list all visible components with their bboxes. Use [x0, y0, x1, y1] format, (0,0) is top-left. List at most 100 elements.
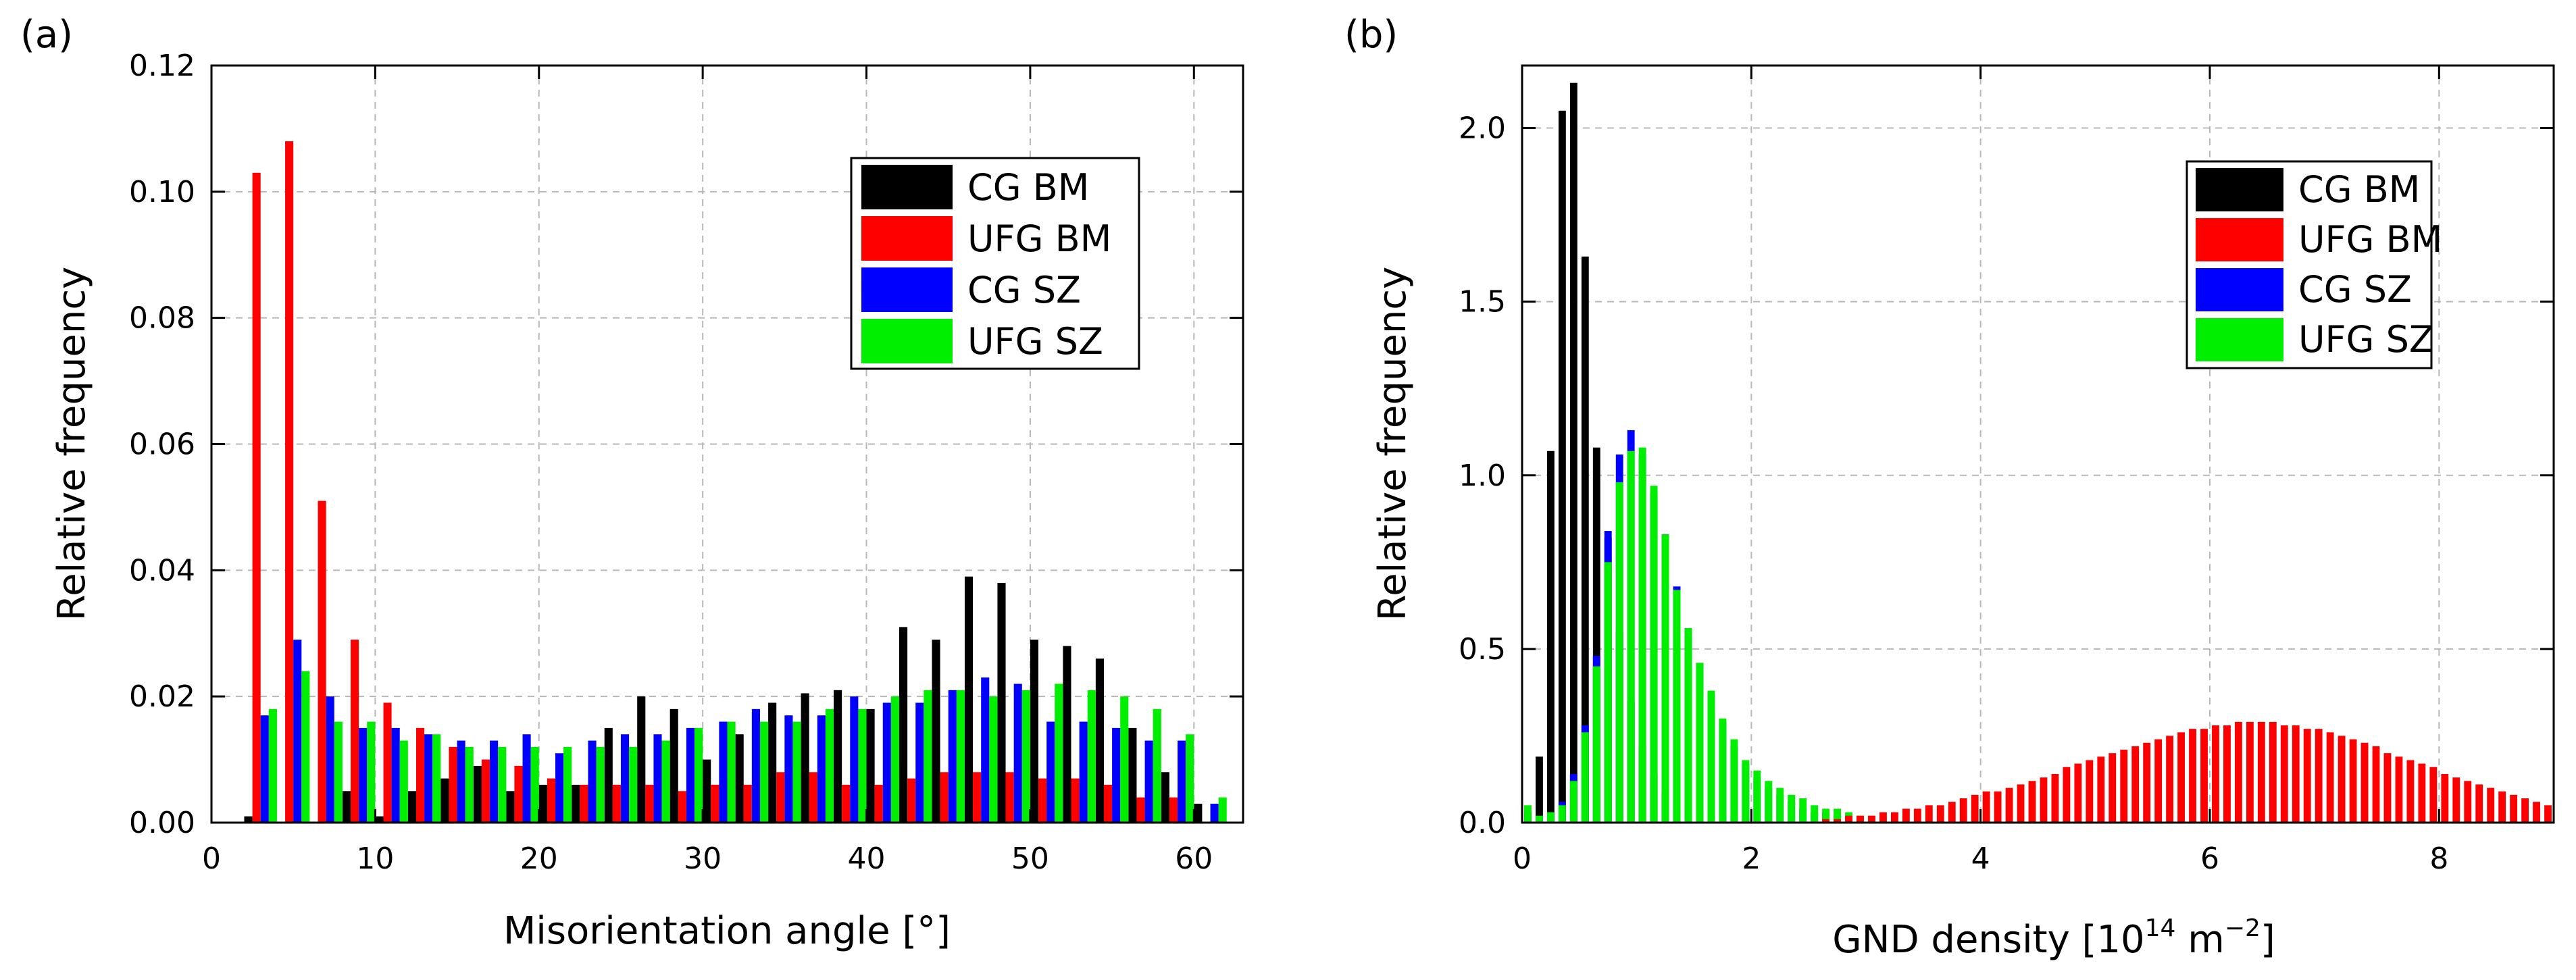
bar-a-cg-sz-7 — [326, 696, 334, 823]
bar-a-ufg-bm-49 — [1005, 772, 1014, 823]
bar-a-cg-sz-3 — [260, 715, 269, 823]
bar-b-cg-bm-6 — [1592, 447, 1600, 823]
bar-a-ufg-sz-13 — [432, 734, 441, 823]
bar-a-ufg-sz-11 — [399, 740, 408, 823]
bar-a-ufg-sz-55 — [1120, 696, 1129, 823]
bar-b-ufg-bm-40 — [2280, 725, 2288, 823]
y-tick-label-b: 2.0 — [1459, 111, 1506, 146]
bar-a-ufg-sz-31 — [727, 721, 736, 823]
bar-b-ufg-bm-45 — [2338, 736, 2346, 823]
bar-a-ufg-sz-37 — [825, 708, 834, 823]
bar-a-ufg-bm-35 — [776, 772, 785, 823]
bar-a-cg-bm-47 — [964, 576, 974, 823]
bar-a-ufg-bm-37 — [809, 772, 817, 823]
bar-b-ufg-sz-27 — [1834, 808, 1842, 823]
x-axis-label-b-part3: ] — [2261, 918, 2275, 962]
bar-b-ufg-sz-13 — [1673, 590, 1681, 823]
bar-a-ufg-sz-33 — [759, 721, 769, 823]
bar-a-ufg-bm-43 — [907, 778, 916, 823]
bar-a-cg-sz-49 — [1013, 684, 1022, 823]
bar-b-ufg-sz-20 — [1753, 770, 1761, 823]
bar-b-ufg-bm-2 — [1845, 815, 1852, 823]
bar-a-ufg-sz-5 — [301, 671, 310, 823]
bar-a-ufg-sz-7 — [334, 721, 343, 823]
x-tick-label-b: 0 — [1513, 842, 1532, 876]
bar-a-ufg-sz-51 — [1055, 684, 1063, 823]
bar-b-ufg-sz-16 — [1707, 690, 1715, 823]
bar-a-ufg-sz-15 — [465, 746, 474, 823]
bar-a-cg-bm-61 — [1194, 803, 1203, 823]
bar-a-ufg-bm-59 — [1169, 797, 1178, 823]
bar-b-ufg-bm-13 — [1971, 794, 1979, 823]
bar-a-ufg-bm-19 — [514, 765, 523, 823]
x-tick-label-a: 0 — [202, 842, 221, 876]
bar-b-ufg-sz-9 — [1627, 450, 1635, 823]
bar-a-cg-bm-59 — [1161, 772, 1169, 823]
bar-a-ufg-bm-11 — [383, 702, 392, 823]
bar-b-ufg-sz-19 — [1742, 760, 1750, 823]
bar-a-cg-bm-39 — [834, 690, 842, 823]
bar-b-ufg-bm-48 — [2372, 746, 2380, 823]
bar-b-cg-bm-4 — [1569, 82, 1577, 823]
bar-b-ufg-sz-11 — [1650, 486, 1658, 823]
bar-a-cg-bm-43 — [899, 627, 908, 823]
bar-b-ufg-sz-24 — [1799, 798, 1807, 823]
panel-label-a: (a) — [20, 13, 73, 57]
x-axis-label-b-sup1: 14 — [2145, 914, 2176, 942]
bar-a-cg-sz-45 — [948, 690, 957, 823]
bar-b-ufg-sz-7 — [1604, 562, 1612, 823]
legend-label-cg-sz: CG SZ — [967, 269, 1081, 311]
bar-a-cg-sz-61 — [1210, 803, 1219, 823]
ticks-a: 0 10 20 30 40 50 60 0.00 0.02 0.04 0.06 0.08 0.10 0.1… — [129, 49, 1243, 876]
bar-b-ufg-bm-7 — [1902, 808, 1910, 823]
bar-b-ufg-sz-3 — [1558, 805, 1566, 823]
bar-b-ufg-bm-31 — [2177, 732, 2186, 823]
x-axis-label-a: Misorientation angle [°] — [503, 909, 951, 953]
bar-a-cg-sz-19 — [522, 734, 531, 823]
y-tick-label-a: 0.04 — [129, 553, 195, 588]
bar-b-ufg-bm-55 — [2452, 777, 2460, 823]
bar-a-ufg-bm-53 — [1071, 778, 1080, 823]
legend-label-cg-bm: CG BM — [967, 166, 1089, 209]
legend-label-ufg-bm: UFG BM — [967, 217, 1111, 260]
bar-a-ufg-bm-5 — [285, 141, 294, 823]
bar-b-ufg-bm-50 — [2395, 756, 2403, 823]
bar-b-ufg-sz-25 — [1811, 805, 1819, 823]
bar-b-ufg-bm-44 — [2326, 732, 2334, 823]
bar-b-ufg-bm-47 — [2360, 742, 2369, 823]
bar-b-ufg-sz-15 — [1696, 663, 1704, 823]
plot-frame-b — [1521, 64, 2555, 824]
bar-a-ufg-bm-31 — [711, 784, 719, 823]
bar-b-ufg-bm-28 — [2143, 742, 2151, 823]
legend-a: CG BM UFG BM CG SZ UFG SZ — [850, 157, 1140, 370]
bar-b-ufg-bm-4 — [1868, 815, 1875, 823]
bar-b-ufg-bm-58 — [2487, 788, 2495, 823]
bar-b-cg-bm-1 — [1536, 756, 1543, 823]
bar-b-ufg-bm-6 — [1890, 812, 1898, 823]
y-tick-label-a: 0.06 — [129, 428, 195, 462]
y-axis-label-a: Relative frequency — [50, 267, 94, 621]
bar-a-cg-bm-51 — [1030, 640, 1039, 823]
bar-a-cg-bm-23 — [572, 784, 580, 823]
bar-a-ufg-sz-59 — [1186, 734, 1194, 823]
legend-swatch-ufg-sz — [861, 319, 953, 363]
x-tick-label-a: 50 — [1011, 842, 1049, 876]
bar-a-ufg-bm-45 — [940, 772, 949, 823]
bar-b-ufg-sz-0 — [1524, 805, 1532, 823]
x-tick-label-b: 6 — [2200, 842, 2219, 876]
bar-a-ufg-bm-7 — [318, 500, 326, 823]
bar-b-ufg-bm-38 — [2257, 721, 2265, 823]
bar-b-ufg-bm-33 — [2200, 729, 2208, 823]
y-tick-label-b: 1.0 — [1459, 459, 1506, 493]
bar-a-ufg-sz-39 — [858, 708, 867, 823]
bar-b-ufg-sz-26 — [1822, 808, 1830, 823]
legend-swatch-cg-bm-b — [2196, 168, 2283, 211]
bar-a-cg-bm-17 — [473, 765, 482, 823]
bar-a-ufg-sz-43 — [924, 690, 932, 823]
bar-a-cg-sz-13 — [424, 734, 433, 823]
legend-swatch-cg-sz-b — [2196, 268, 2283, 311]
bar-a-cg-bm-41 — [866, 708, 875, 823]
bar-a-ufg-bm-13 — [415, 727, 425, 823]
bar-b-ufg-bm-27 — [2131, 746, 2140, 823]
